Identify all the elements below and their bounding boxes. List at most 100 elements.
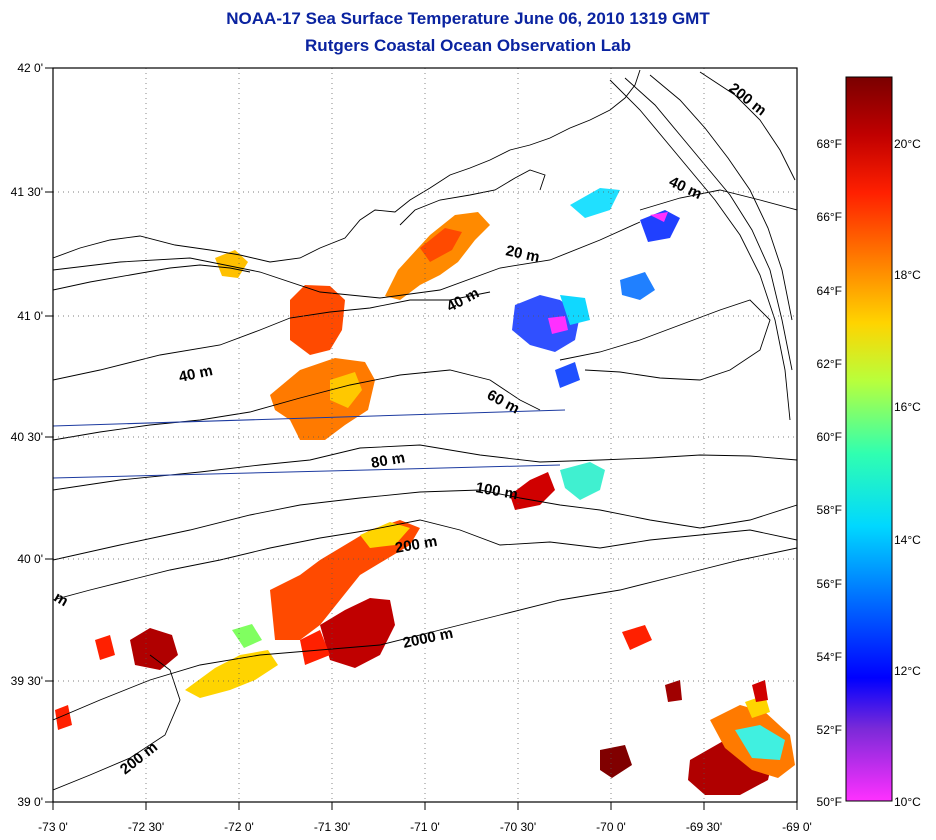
sst-patch-south-shelf (270, 358, 375, 440)
contour-60m (53, 369, 541, 441)
map-area: 200 m 40 m 20 m 40 m 40 m 60 m 80 m 100 … (53, 68, 797, 802)
sst-patch-southwest (55, 705, 72, 730)
lon-label: -71 30' (314, 820, 350, 834)
sst-patch-east-red (622, 625, 652, 650)
sst-patch-se-yellow (745, 695, 770, 718)
sst-patch-south-shelf-yellow (330, 372, 362, 408)
lat-label: 40 0' (17, 552, 43, 566)
cb-c-label: 14°C (894, 533, 921, 547)
lat-label: 41 30' (11, 185, 43, 199)
sst-patch-se-cyan (735, 725, 785, 760)
tick-marks (45, 67, 798, 810)
cb-f-label: 54°F (817, 650, 842, 664)
sst-patch-cyan-mid (560, 295, 590, 325)
sst-patch-blue-south (555, 362, 580, 388)
contour-label-80m: 80 m (370, 449, 407, 472)
lon-label: -73 0' (38, 820, 68, 834)
colorbar-celsius-labels: 20°C 18°C 16°C 14°C 12°C 10°C (894, 137, 921, 809)
lon-label: -72 0' (224, 820, 254, 834)
colorbar: 68°F 66°F 64°F 62°F 60°F 58°F 56°F 54°F … (817, 76, 921, 809)
cb-f-label: 62°F (817, 357, 842, 371)
sst-patch-shelf-break-yellow (360, 522, 410, 548)
contour-100m (53, 489, 797, 561)
contour-georges-3 (649, 74, 793, 321)
contour-200m-south (53, 654, 181, 791)
sst-patch-slope-yellow (185, 650, 278, 698)
sst-patch-se-top (752, 680, 768, 702)
cb-f-label: 56°F (817, 577, 842, 591)
contour-label-200m-sw: 200 m (117, 739, 161, 779)
cb-c-label: 16°C (894, 400, 921, 414)
cb-c-label: 20°C (894, 137, 921, 151)
map-title: NOAA-17 Sea Surface Temperature June 06,… (226, 9, 710, 28)
sst-patch-slope-green (232, 624, 262, 648)
sst-patches (55, 188, 795, 795)
cb-c-label: 12°C (894, 664, 921, 678)
cb-f-label: 50°F (817, 795, 842, 809)
coastline-cape-cod (399, 169, 546, 226)
contour-label-2000m: 2000 m (401, 625, 454, 652)
contour-200m (53, 519, 797, 601)
sst-patch-nantucket (290, 285, 345, 355)
lat-label: 42 0' (17, 61, 43, 75)
contour-label-40m-mid: 40 m (444, 284, 482, 315)
sst-patch-slope-orange (300, 630, 330, 665)
longitude-labels: -73 0' -72 30' -72 0' -71 30' -71 0' -70… (38, 820, 812, 834)
contour-georges-4 (699, 71, 796, 181)
cb-f-label: 60°F (817, 430, 842, 444)
sst-patch-block-island (215, 250, 248, 278)
lon-label: -69 0' (782, 820, 812, 834)
cb-f-label: 68°F (817, 137, 842, 151)
sst-patch-cape-cod-warm (420, 228, 462, 262)
sst-patch-georges-magenta (650, 212, 668, 222)
sst-patch-georges-south (620, 272, 655, 300)
colorbar-gradient (845, 76, 893, 802)
transect-line-south (53, 464, 561, 479)
contour-label-100m: 100 m (474, 479, 519, 503)
transect-line-north (53, 409, 566, 427)
lon-label: -69 30' (686, 820, 722, 834)
coastline-new-england (53, 69, 641, 263)
latitude-labels: 42 0' 41 30' 41 0' 40 30' 40 0' 39 30' 3… (11, 61, 43, 809)
sst-patch-slope-red (320, 598, 395, 668)
sst-patch-shelf-break (270, 520, 420, 640)
sst-patch-blue-mid-magenta (548, 316, 568, 334)
contour-georges-1 (609, 79, 791, 421)
sst-patch-100m-cyan (560, 462, 605, 500)
sst-patch-hudson-west (95, 635, 115, 660)
grid (53, 68, 797, 802)
lon-label: -70 30' (500, 820, 536, 834)
lat-label: 41 0' (17, 309, 43, 323)
cb-c-label: 10°C (894, 795, 921, 809)
sst-patch-se-dark (600, 745, 632, 778)
sst-patch-hudson (130, 628, 178, 670)
contour-georges-2 (624, 77, 793, 371)
sst-patch-east-dark (665, 680, 682, 702)
cb-f-label: 58°F (817, 503, 842, 517)
contour-georges-bank (559, 299, 771, 381)
lon-label: -70 0' (596, 820, 626, 834)
lon-label: -71 0' (410, 820, 440, 834)
sst-patch-georges-cyan (570, 188, 620, 218)
contour-label-40m-west: 40 m (177, 362, 214, 386)
cb-f-label: 66°F (817, 210, 842, 224)
contour-label-20m: 20 m (504, 242, 541, 266)
coastline-long-island (53, 264, 251, 291)
sst-patch-blue-mid (512, 295, 580, 352)
sst-patch-georges-blue (640, 210, 680, 242)
contour-40m-east (639, 189, 797, 211)
contour-80m (53, 444, 797, 491)
transect-lines (53, 409, 566, 479)
lat-label: 39 30' (11, 674, 43, 688)
bathymetry-contours (53, 69, 797, 791)
lat-label: 40 30' (11, 430, 43, 444)
cb-f-label: 64°F (817, 284, 842, 298)
contour-40m-west (53, 291, 491, 381)
map-subtitle: Rutgers Coastal Ocean Observation Lab (305, 36, 631, 55)
contour-labels: 200 m 40 m 20 m 40 m 40 m 60 m 80 m 100 … (53, 80, 770, 779)
lat-label: 39 0' (17, 795, 43, 809)
contour-20m (53, 221, 641, 299)
contour-label-40m-ne: 40 m (666, 173, 704, 203)
cb-f-label: 52°F (817, 723, 842, 737)
